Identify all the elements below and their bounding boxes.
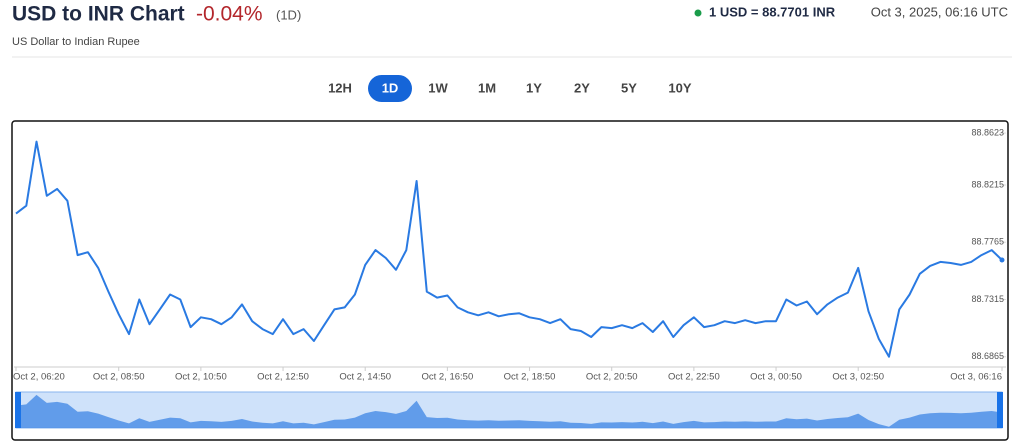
x-tick-label: Oct 2, 12:50 <box>257 372 309 383</box>
page-title: USD to INR Chart <box>12 3 185 26</box>
x-tick-label: Oct 2, 10:50 <box>175 372 227 383</box>
price-line <box>15 140 1003 358</box>
y-tick-label: 88.8215 <box>971 179 1004 189</box>
range-tab[interactable]: 1W <box>428 80 448 95</box>
range-tab[interactable]: 2Y <box>574 80 590 95</box>
last-point <box>999 257 1005 263</box>
x-tick-label: Oct 2, 06:20 <box>13 372 65 383</box>
range-tab[interactable]: 1D <box>382 80 399 95</box>
plot: 88.6865 88.7315 88.7765 88.8215 88.8623 Oct 2… <box>13 127 1006 383</box>
subtitle: US Dollar to Indian Rupee <box>12 36 140 48</box>
range-tab[interactable]: 12H <box>328 80 352 95</box>
period: (1D) <box>276 7 301 22</box>
range-tab[interactable]: 1Y <box>526 80 542 95</box>
navigator-series <box>16 394 1002 428</box>
range-tabs: 12H 1D 1W 1M 1Y 2Y 5Y 10Y <box>328 75 692 102</box>
timestamp: Oct 3, 2025, 06:16 UTC <box>871 4 1008 19</box>
y-tick-label: 88.8623 <box>971 127 1004 137</box>
active-tab-pill[interactable] <box>368 75 412 102</box>
status-dot <box>694 9 702 17</box>
x-tick-label: Oct 3, 06:16 <box>950 372 1002 383</box>
x-tick-label: Oct 2, 20:50 <box>586 372 638 383</box>
change: -0.04% <box>196 3 263 26</box>
y-tick-label: 88.6865 <box>971 351 1004 361</box>
range-tab[interactable]: 1M <box>478 80 496 95</box>
rate: 1 USD = 88.7701 INR <box>709 4 836 19</box>
range-tab[interactable]: 10Y <box>668 80 691 95</box>
y-tick-label: 88.7765 <box>971 237 1004 247</box>
x-tick-label: Oct 2, 16:50 <box>421 372 473 383</box>
y-tick-label: 88.7315 <box>971 294 1004 304</box>
x-tick-label: Oct 2, 18:50 <box>504 372 556 383</box>
chart-frame <box>11 120 1009 441</box>
navigator-handle[interactable] <box>997 392 1003 428</box>
x-tick-label: Oct 2, 14:50 <box>339 372 391 383</box>
navigator-handle[interactable] <box>15 392 21 428</box>
range-tab[interactable]: 5Y <box>621 80 637 95</box>
x-tick-label: Oct 2, 22:50 <box>668 372 720 383</box>
navigator-area <box>16 394 1002 428</box>
x-tick-label: Oct 2, 08:50 <box>93 372 145 383</box>
x-tick-label: Oct 3, 02:50 <box>832 372 884 383</box>
x-tick-label: Oct 3, 00:50 <box>750 372 802 383</box>
